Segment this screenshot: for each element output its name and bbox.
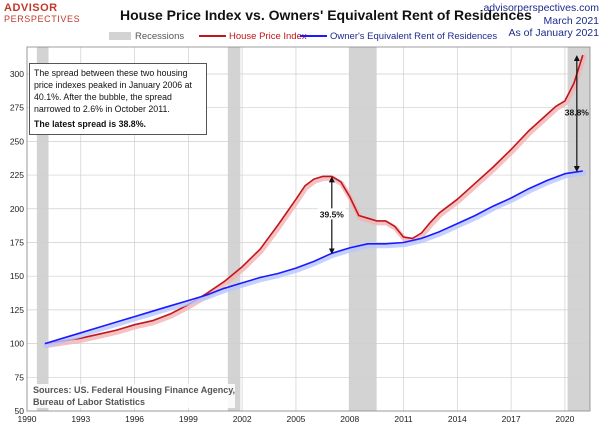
y-tick-label: 250 [10,136,24,146]
x-tick-label: 2017 [502,414,521,424]
y-tick-label: 50 [15,406,25,416]
x-tick-label: 2002 [233,414,252,424]
sources-line2: Bureau of Labor Statistics [33,397,146,407]
recession-band [567,47,590,411]
x-tick-label: 2014 [448,414,467,424]
y-tick-label: 200 [10,204,24,214]
spread-label-bg [317,208,346,220]
advisor-perspectives-logo: ADVISOR PERSPECTIVES [4,2,90,25]
y-tick-label: 100 [10,339,24,349]
x-tick-label: 2020 [555,414,574,424]
y-tick-label: 275 [10,103,24,113]
recession-band [36,47,49,411]
sources-line1: Sources: US. Federal Housing Finance Age… [33,385,236,395]
x-tick-label: 1999 [179,414,198,424]
as-of-date: As of January 2021 [508,27,599,39]
site-name: advisorperspectives.com [483,2,599,14]
legend-label-hpi: House Price Index [229,31,307,42]
legend-label-oer: Owner's Equivalent Rent of Residences [330,31,497,42]
y-tick-label: 125 [10,305,24,315]
spread-note-text: The spread between these two housing pri… [34,68,192,114]
x-tick-label: 1993 [71,414,90,424]
spread-label: 38.8% [565,108,590,118]
y-tick-label: 75 [15,372,25,382]
x-tick-label: 1996 [125,414,144,424]
spread-label: 39.5% [320,209,345,219]
series-line-shadow [43,170,587,349]
source-info: advisorperspectives.com March 2021 As of… [483,2,599,40]
chart-title: House Price Index vs. Owners' Equivalent… [120,7,532,23]
y-tick-label: 225 [10,170,24,180]
x-tick-label: 2008 [340,414,359,424]
x-tick-label: 2005 [286,414,305,424]
recession-band [227,47,241,411]
publish-date: March 2021 [543,14,599,27]
recession-band [348,47,377,411]
legend-swatch-recessions [109,32,131,40]
sources-note: Sources: US. Federal Housing Finance Age… [33,384,236,408]
series-line [44,54,584,345]
x-tick-label: 1990 [18,414,37,424]
latest-spread-text: The latest spread is 38.8%. [34,119,146,129]
y-tick-label: 300 [10,69,24,79]
logo-line2: PERSPECTIVES [4,14,81,24]
series-line [44,170,583,345]
y-tick-label: 150 [10,271,24,281]
y-tick-label: 175 [10,237,24,247]
spread-note-box: The spread between these two housing pri… [29,63,207,135]
plot-border [26,46,591,412]
x-tick-label: 2011 [394,414,413,424]
legend-label-recessions: Recessions [135,31,184,42]
logo-line1: ADVISOR [4,2,58,14]
